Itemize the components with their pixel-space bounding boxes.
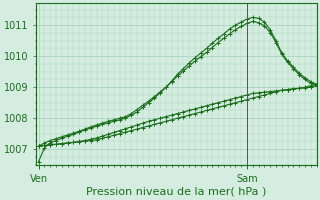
- X-axis label: Pression niveau de la mer( hPa ): Pression niveau de la mer( hPa ): [86, 187, 266, 197]
